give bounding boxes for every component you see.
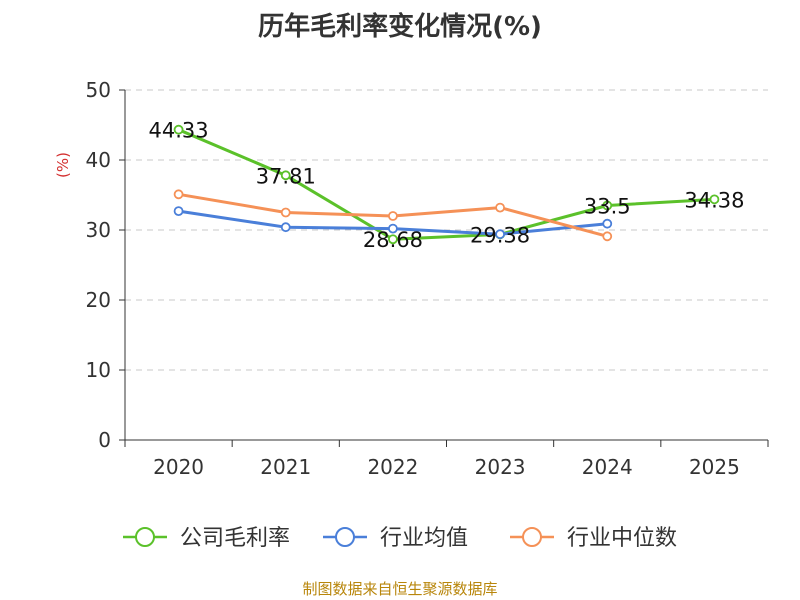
x-tick-label: 2022	[367, 455, 418, 479]
data-point[interactable]	[388, 211, 398, 221]
legend-entry-label[interactable]: 行业均值	[380, 526, 468, 551]
data-point[interactable]	[388, 223, 398, 234]
y-tick-label: 10	[86, 358, 111, 382]
data-point[interactable]	[602, 218, 613, 229]
x-tick-label: 2020	[153, 455, 204, 479]
legend-marker[interactable]	[522, 527, 542, 547]
x-tick-label: 2025	[689, 455, 740, 479]
data-label: 33.5	[584, 195, 631, 219]
chart-title: 历年毛利率变化情况(%)	[258, 12, 542, 42]
data-point[interactable]	[495, 229, 505, 240]
axes: 0 10 20 30 40 50 (%) 2020 2021 2022 2023 2024 2025	[54, 78, 769, 479]
x-tick-label: 2021	[260, 455, 311, 479]
data-point[interactable]	[173, 206, 184, 217]
data-labels: 44.33 37.81 28.68 29.38 33.5 34.38	[149, 119, 745, 253]
x-tick-label: 2023	[475, 455, 526, 479]
data-point[interactable]	[495, 202, 505, 213]
data-point[interactable]	[280, 170, 291, 181]
y-tick-label: 40	[86, 148, 111, 172]
x-tick-label: 2024	[582, 455, 633, 479]
data-point[interactable]	[173, 189, 184, 200]
data-point[interactable]	[602, 200, 613, 211]
series-lines	[173, 124, 720, 245]
data-label: 44.33	[149, 119, 209, 143]
data-label: 28.68	[363, 228, 423, 252]
y-tick-label: 20	[86, 288, 111, 312]
legend-marker[interactable]	[135, 527, 155, 547]
y-tick-label: 30	[86, 218, 111, 242]
data-point[interactable]	[709, 194, 720, 205]
legend-marker[interactable]	[335, 527, 355, 547]
data-point[interactable]	[280, 207, 291, 218]
legend-entry-label[interactable]: 行业中位数	[567, 526, 677, 551]
data-point[interactable]	[280, 222, 291, 233]
series-line-0	[177, 128, 715, 241]
legend-entry-label[interactable]: 公司毛利率	[180, 526, 290, 551]
legend[interactable]: 公司毛利率 行业均值 行业中位数	[123, 526, 677, 551]
data-point[interactable]	[388, 234, 398, 245]
data-label: 37.81	[256, 164, 316, 188]
y-axis-title: (%)	[54, 152, 72, 178]
y-tick-label: 50	[86, 78, 111, 102]
y-tick-label: 0	[98, 428, 111, 452]
data-label: 34.38	[684, 188, 744, 212]
source-footer: 制图数据来自恒生聚源数据库	[302, 580, 498, 598]
data-point[interactable]	[173, 124, 184, 135]
data-point[interactable]	[602, 231, 613, 242]
data-label: 29.38	[470, 223, 530, 247]
